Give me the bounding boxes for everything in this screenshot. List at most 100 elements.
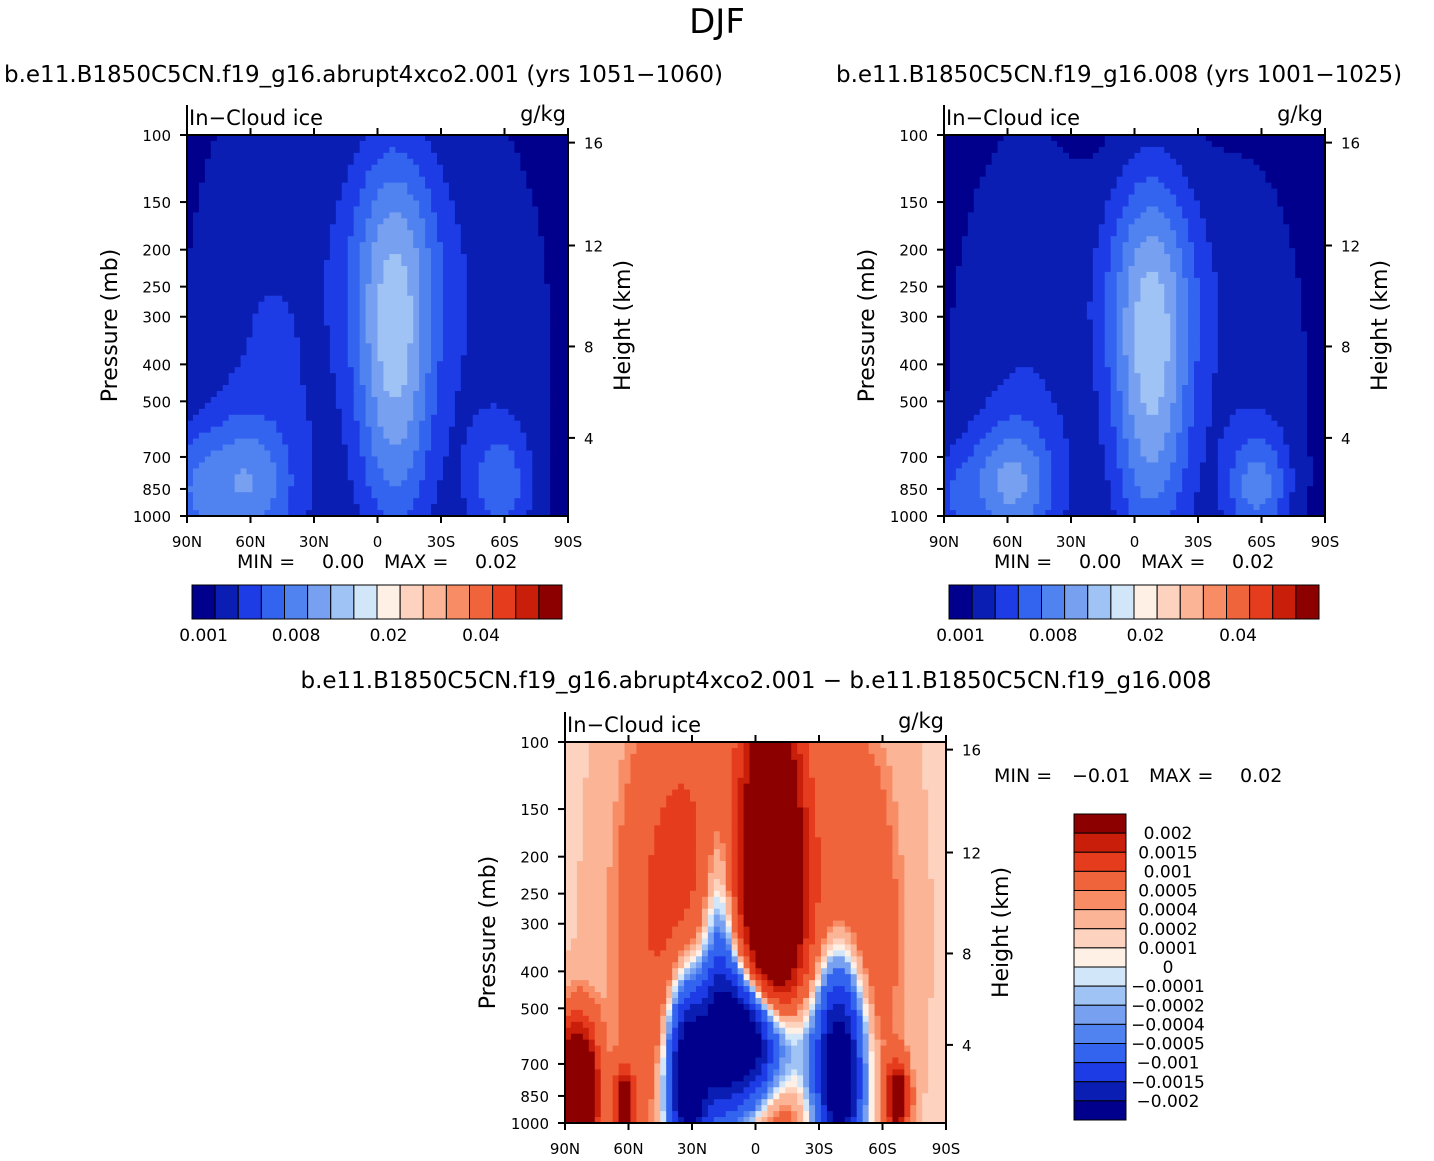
right-y-tick-label: 850: [899, 481, 928, 499]
diff-colorbar-label: 0.002: [1144, 824, 1193, 844]
right-height-tick-label: 4: [1341, 430, 1351, 448]
right-height-tick-label: 12: [1341, 237, 1360, 255]
left-colorbar-box: [399, 584, 424, 620]
left-colorbar-box: [284, 584, 309, 620]
right-colorbar-box: [971, 584, 996, 620]
diff-colorbar-box: [1073, 966, 1127, 987]
right-colorbar-box: [1249, 584, 1274, 620]
right-colorbar-box: [1202, 584, 1227, 620]
diff-x-tick-label: 60N: [613, 1140, 643, 1158]
left-x-tick-label: 60N: [235, 533, 265, 551]
diff-colorbar-box: [1073, 870, 1127, 891]
diff-y-tick-label: 200: [520, 849, 549, 867]
left-colorbar-label: 0.02: [370, 626, 408, 646]
diff-colorbar-label: −0.0005: [1131, 1035, 1205, 1055]
diff-colorbar-box: [1073, 909, 1127, 930]
right-y-axis-label: Pressure (mb): [855, 249, 880, 403]
diff-y-tick-label: 1000: [511, 1115, 549, 1133]
diff-colorbar-box: [1073, 1004, 1127, 1025]
right-y-tick-label: 1000: [890, 508, 928, 526]
diff-min-value: −0.01: [1072, 765, 1130, 787]
right-colorbar-box: [1041, 584, 1066, 620]
diff-x-tick-label: 30N: [677, 1140, 707, 1158]
diff-colorbar-label: −0.0015: [1131, 1073, 1205, 1093]
left-colorbar-box: [260, 584, 285, 620]
left-colorbar-box: [353, 584, 378, 620]
diff-colorbar-box: [1073, 947, 1127, 968]
diff-colorbar-box: [1073, 832, 1127, 853]
left-right-axis-label: Height (km): [611, 260, 636, 391]
right-x-tick-label: 90S: [1311, 533, 1340, 551]
diff-colorbar-box: [1073, 813, 1127, 834]
right-x-tick-label: 90N: [929, 533, 959, 551]
diff-colorbar-box: [1073, 1043, 1127, 1064]
right-y-tick-label: 150: [899, 194, 928, 212]
right-min-label: MIN =: [994, 551, 1052, 573]
left-x-tick-label: 90S: [554, 533, 583, 551]
left-colorbar-box: [307, 584, 332, 620]
diff-min-label: MIN =: [994, 765, 1052, 787]
diff-colorbar-label: 0.0015: [1138, 843, 1197, 863]
diff-colorbar-box: [1073, 1023, 1127, 1044]
right-heatmap: [944, 135, 1326, 517]
diff-x-tick-label: 0: [751, 1140, 761, 1158]
diff-colorbar-label: −0.0001: [1131, 977, 1205, 997]
right-units-title: g/kg: [1277, 102, 1323, 126]
left-y-tick-label: 150: [142, 194, 171, 212]
page-title: DJF: [689, 2, 745, 42]
left-height-tick-label: 12: [584, 237, 603, 255]
right-colorbar-box: [1017, 584, 1042, 620]
diff-y-tick-label: 150: [520, 801, 549, 819]
diff-colorbar-label: 0.0004: [1138, 901, 1197, 921]
left-x-tick-label: 30N: [299, 533, 329, 551]
left-colorbar-label: 0.04: [462, 626, 500, 646]
right-x-tick-label: 30N: [1056, 533, 1086, 551]
left-min-label: MIN =: [237, 551, 295, 573]
left-y-tick-label: 1000: [133, 508, 171, 526]
left-x-tick-label: 0: [373, 533, 383, 551]
left-x-tick-label: 60S: [490, 533, 519, 551]
diff-colorbar-box: [1073, 928, 1127, 949]
diff-heatmap: [565, 742, 947, 1124]
right-colorbar-box: [1110, 584, 1135, 620]
left-colorbar-box: [376, 584, 401, 620]
right-x-tick-label: 30S: [1184, 533, 1213, 551]
diff-y-tick-label: 500: [520, 1000, 549, 1018]
right-y-tick-label: 300: [899, 309, 928, 327]
left-max-value: 0.02: [475, 551, 517, 573]
left-colorbar-box: [214, 584, 239, 620]
right-y-tick-label: 100: [899, 127, 928, 145]
left-colorbar-box: [492, 584, 517, 620]
left-colorbar-box: [330, 584, 355, 620]
diff-variable-title: In−Cloud ice: [567, 713, 701, 737]
diff-colorbar-label: −0.002: [1137, 1092, 1200, 1112]
left-colorbar-box: [422, 584, 447, 620]
left-height-tick-label: 8: [584, 338, 594, 356]
left-y-tick-label: 200: [142, 242, 171, 260]
right-y-tick-label: 250: [899, 279, 928, 297]
right-colorbar-box: [1295, 584, 1320, 620]
right-max-label: MAX =: [1141, 551, 1205, 573]
diff-colorbar-label: −0.0002: [1131, 996, 1205, 1016]
diff-max-label: MAX =: [1149, 765, 1213, 787]
diff-colorbar-label: 0.001: [1144, 862, 1193, 882]
right-colorbar-box: [1179, 584, 1204, 620]
left-min-value: 0.00: [322, 551, 364, 573]
diff-units-title: g/kg: [898, 709, 944, 733]
left-colorbar-box: [445, 584, 470, 620]
right-colorbar-box: [948, 584, 973, 620]
right-x-tick-label: 60N: [992, 533, 1022, 551]
diff-height-tick-label: 16: [962, 742, 981, 760]
left-colorbar-label: 0.008: [272, 626, 321, 646]
right-colorbar-box: [1133, 584, 1158, 620]
left-y-tick-label: 850: [142, 481, 171, 499]
right-x-tick-label: 60S: [1247, 533, 1276, 551]
diff-y-tick-label: 100: [520, 734, 549, 752]
right-case-title: b.e11.B1850C5CN.f19_g16.008 (yrs 1001−10…: [836, 62, 1403, 88]
diff-height-tick-label: 12: [962, 844, 981, 862]
left-y-tick-label: 300: [142, 309, 171, 327]
left-case-title: b.e11.B1850C5CN.f19_g16.abrupt4xco2.001 …: [4, 62, 723, 88]
left-heatmap: [187, 135, 569, 517]
left-variable-title: In−Cloud ice: [189, 106, 323, 130]
